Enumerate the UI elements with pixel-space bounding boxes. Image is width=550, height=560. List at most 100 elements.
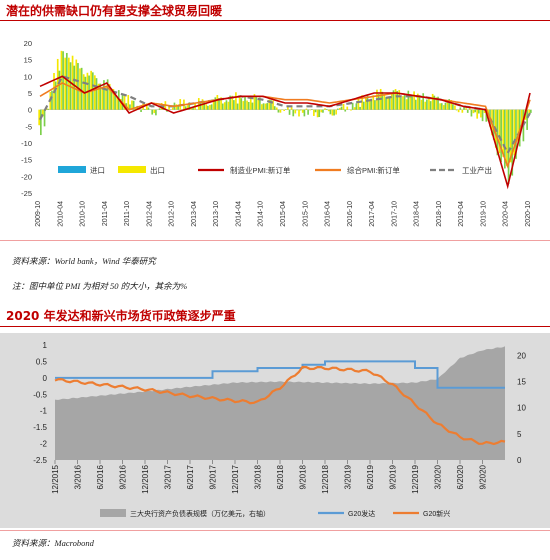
export-bar [368,99,371,110]
import-bar [459,107,462,110]
x-tick-label: 12/2015 [51,464,60,493]
import-bar [303,109,306,117]
x-tick-label: 9/2019 [389,464,398,489]
import-bar [54,81,57,110]
import-bar [244,96,246,110]
export-bar [246,100,248,110]
x-tick-label: 2013-10 [213,201,220,227]
x-tick-label: 2020-10 [525,201,532,227]
x-tick-label: 2017-04 [369,201,376,227]
y-tick-label: 0 [28,106,32,115]
import-bar [374,100,376,110]
x-tick-label: 2012-10 [169,201,176,227]
import-bar [411,95,413,110]
export-bar [268,99,271,110]
x-tick-label: 9/2018 [299,464,308,489]
export-bar [439,103,441,110]
export-bar [197,98,200,110]
x-tick-label: 2016-10 [347,201,354,227]
x-tick-label: 3/2016 [74,464,83,489]
import-bar [132,100,135,110]
export-bar [483,109,486,113]
x-tick-label: 12/2019 [411,464,420,493]
y-tick-label: 15 [24,56,32,65]
export-bar [394,89,397,110]
export-bar [290,107,293,110]
legend-mfg-pmi-label: 制造业PMI:新订单 [230,165,291,175]
import-bar [251,102,254,110]
import-bar [422,93,425,110]
export-bar [364,97,367,110]
import-bar [147,107,150,110]
import-bar [236,103,239,110]
import-bar [530,109,532,113]
g20-emerging-line [54,365,506,446]
import-bar [355,103,358,110]
import-bar [288,109,291,115]
x-tick-label: 9/2016 [119,464,128,489]
x-tick-label: 2015-04 [280,201,287,227]
export-bar [231,95,234,110]
import-bar [496,109,499,156]
import-bar [40,109,42,136]
g20-developed-line [55,360,505,389]
import-bar [336,108,339,110]
import-bar [192,107,194,110]
import-bar [515,109,517,159]
export-bar [357,99,360,110]
top-chart-rule [0,240,550,241]
export-bar [428,97,430,110]
export-bar [116,96,118,110]
export-bar [71,55,74,110]
import-bar [440,103,443,110]
export-bar [420,99,423,110]
y-left-tick-label: 1 [43,341,48,350]
x-tick-label: 2014-10 [258,201,265,227]
export-bar [305,108,308,110]
import-bar [407,90,410,110]
export-bar [413,91,415,110]
legend-balance-sheet-label: 三大央行资产负债表规模（万亿美元，右轴） [130,509,270,518]
import-bar [429,101,432,110]
y-left-tick-label: -0.5 [33,390,47,399]
import-bar [318,109,321,117]
export-bar [119,98,122,110]
legend-import-label: 进口 [90,166,105,175]
export-bar [75,59,78,110]
import-bar [340,106,343,110]
export-bar [261,104,263,110]
import-bar [58,70,61,110]
export-bar [220,97,222,110]
export-bar [424,101,427,110]
export-bar [38,109,40,126]
import-bar [62,51,64,110]
import-bar [218,98,220,110]
x-tick-label: 9/2020 [479,464,488,489]
import-bar [292,109,295,117]
import-bar [188,102,191,110]
import-bar [329,109,332,115]
import-bar [344,109,347,112]
export-bar [454,105,456,110]
export-bar [520,109,523,128]
export-bar [216,95,219,110]
import-bar [396,91,399,110]
export-bar [212,99,215,110]
import-bar [270,100,272,110]
export-bar [294,109,297,114]
mfg-pmi-line [39,75,531,190]
y-left-tick-label: -1 [40,407,48,416]
export-bar [339,108,341,110]
export-bar [101,87,104,110]
export-bar [153,109,156,114]
import-bar [322,109,324,113]
import-bar [229,95,231,110]
import-bar [221,103,224,110]
import-bar [504,109,506,169]
export-bar [108,83,111,110]
balance-sheet-area [55,346,505,460]
export-bar [435,97,438,110]
import-bar [225,100,228,110]
export-bar [235,92,237,110]
legend-comp-pmi-label: 综合PMI:新订单 [347,165,400,175]
